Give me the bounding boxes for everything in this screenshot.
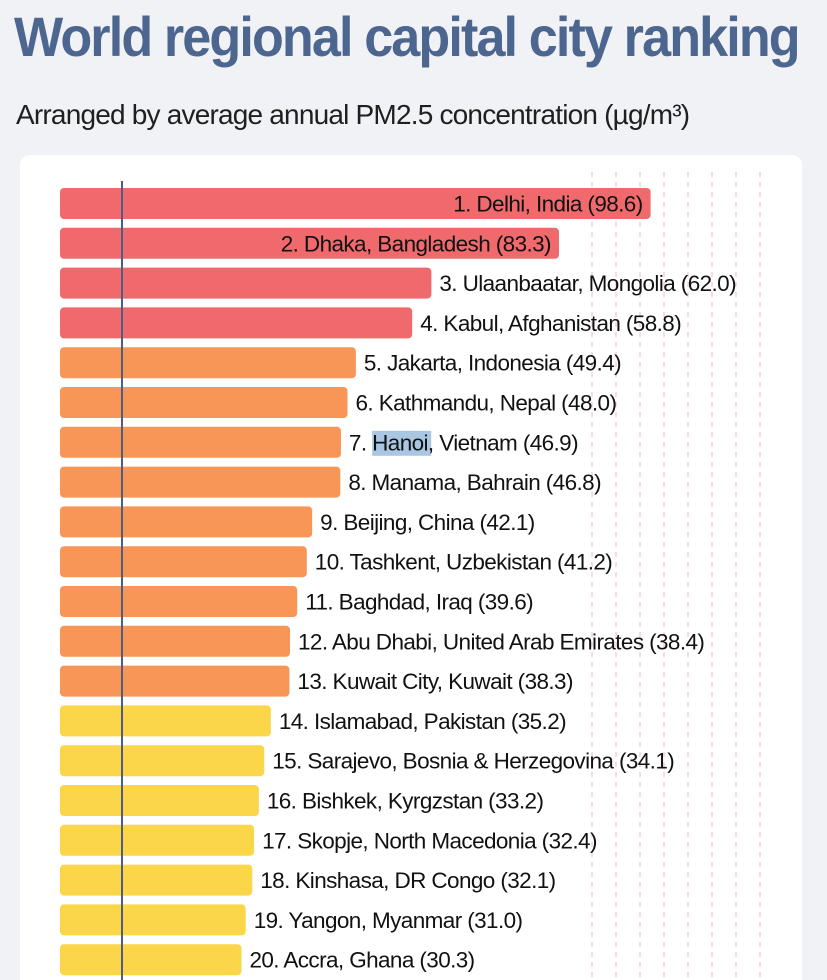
bar-label-6: 6. Kathmandu, Nepal (48.0) — [356, 391, 617, 416]
bar-12 — [60, 625, 291, 657]
bar-14 — [60, 705, 271, 737]
bar-3 — [60, 267, 432, 299]
bar-label-3: 3. Ulaanbaatar, Mongolia (62.0) — [439, 271, 736, 296]
bar-label-20: 20. Accra, Ghana (30.3) — [249, 948, 474, 973]
bar-label-14: 14. Islamabad, Pakistan (35.2) — [279, 709, 566, 734]
bar-13 — [60, 665, 290, 697]
bar-label-13: 13. Kuwait City, Kuwait (38.3) — [297, 669, 573, 694]
page-subtitle: Arranged by average annual PM2.5 concent… — [16, 99, 690, 130]
bar-label-10: 10. Tashkent, Uzbekistan (41.2) — [315, 550, 613, 575]
bar-label-11: 11. Baghdad, Iraq (39.6) — [305, 590, 533, 615]
page-title: World regional capital city ranking — [14, 5, 801, 68]
gridlines — [591, 172, 761, 980]
bar-label-9: 9. Beijing, China (42.1) — [320, 510, 535, 535]
bar-labels: 1. Delhi, India (98.6) 2. Dhaka, Banglade… — [249, 192, 736, 973]
bar-label-16: 16. Bishkek, Kyrgzstan (33.2) — [267, 789, 544, 814]
bar-label-7: 7. Hanoi, Vietnam (46.9) — [349, 430, 578, 455]
bar-17 — [60, 824, 255, 856]
bar-label-17: 17. Skopje, North Macedonia (32.4) — [262, 828, 597, 853]
bar-9 — [60, 506, 313, 538]
bar-1 — [60, 188, 651, 219]
bar-label-12: 12. Abu Dhabi, United Arab Emirates (38.… — [298, 629, 704, 654]
bar-2 — [60, 227, 559, 259]
bar-label-5: 5. Jakarta, Indonesia (49.4) — [364, 351, 621, 376]
bar-6 — [60, 387, 348, 418]
bar-label-4: 4. Kabul, Afghanistan (58.8) — [420, 311, 681, 336]
bar-label-19: 19. Yangon, Myanmar (31.0) — [254, 908, 523, 933]
bar-label-2: 2. Dhaka, Bangladesh (83.3) — [281, 231, 551, 256]
highlight-marker — [372, 430, 432, 456]
bar-15 — [60, 745, 265, 777]
bar-5 — [60, 347, 356, 379]
bar-label-15: 15. Sarajevo, Bosnia & Herzegovina (34.1… — [272, 749, 674, 774]
bar-10 — [60, 546, 307, 578]
bar-11 — [60, 586, 298, 617]
bar-8 — [60, 466, 341, 498]
bar-label-18: 18. Kinshasa, DR Congo (32.1) — [260, 868, 555, 893]
bar-4 — [60, 307, 413, 339]
bar-20 — [60, 944, 242, 976]
bar-label-8: 8. Manama, Bahrain (46.8) — [348, 470, 601, 495]
bars — [60, 188, 651, 976]
bar-18 — [60, 864, 253, 896]
bar-label-1: 1. Delhi, India (98.6) — [453, 192, 643, 217]
bar-7 — [60, 426, 341, 458]
bar-16 — [60, 785, 259, 816]
bar-19 — [60, 904, 246, 936]
